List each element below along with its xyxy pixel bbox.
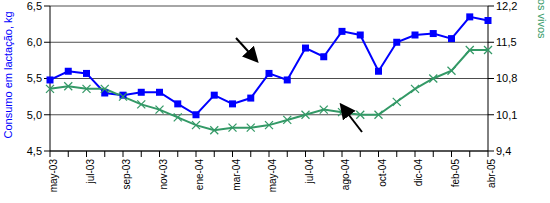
svg-text:mar-04: mar-04: [231, 159, 242, 191]
svg-text:Nascidos vivos: Nascidos vivos: [536, 0, 542, 39]
svg-text:oct-04: oct-04: [377, 159, 388, 187]
svg-text:jul-03: jul-03: [85, 159, 96, 185]
svg-text:may-03: may-03: [48, 159, 59, 193]
svg-text:Consumo em lactação, kg: Consumo em lactação, kg: [8, 11, 14, 138]
svg-text:10,1: 10,1: [496, 109, 517, 121]
svg-text:nov-03: nov-03: [158, 159, 169, 190]
svg-text:6,0: 6,0: [27, 36, 42, 48]
svg-text:may-04: may-04: [267, 159, 278, 193]
svg-text:6,5: 6,5: [27, 0, 42, 12]
svg-text:feb-05: feb-05: [450, 159, 461, 188]
svg-text:ene-04: ene-04: [194, 159, 205, 191]
svg-text:4,5: 4,5: [27, 145, 42, 157]
svg-text:abr-05: abr-05: [486, 159, 497, 188]
svg-text:sep-03: sep-03: [121, 159, 132, 190]
svg-text:10,8: 10,8: [496, 72, 517, 84]
svg-text:9,4: 9,4: [496, 145, 511, 157]
svg-text:5,5: 5,5: [27, 72, 42, 84]
svg-text:5,0: 5,0: [27, 109, 42, 121]
svg-text:12,2: 12,2: [496, 0, 517, 12]
svg-text:ago-04: ago-04: [340, 159, 351, 191]
svg-text:jul-04: jul-04: [304, 159, 315, 185]
svg-text:dic-04: dic-04: [413, 159, 424, 187]
svg-text:11,5: 11,5: [496, 36, 517, 48]
